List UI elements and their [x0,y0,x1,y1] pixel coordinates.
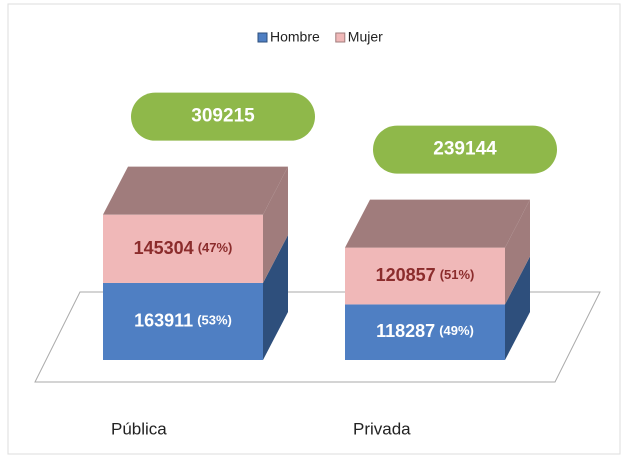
legend-swatch [335,32,346,43]
bar [103,214,263,283]
data-label: 118287 (49%) [376,321,474,341]
data-label: 145304 (47%) [134,238,233,258]
data-label-percent: (49%) [439,324,474,339]
bar-top [103,166,288,215]
legend-swatch [257,32,268,43]
bar-top [345,199,530,248]
bar [345,304,505,360]
bar-side [505,256,530,360]
legend-label: Hombre [270,29,320,45]
data-label-value: 163911 [134,310,193,330]
total-label: 309215 [191,106,255,127]
data-label-percent: (53%) [197,313,232,328]
bar [103,282,263,360]
bar [345,247,505,305]
bar-side [505,199,530,305]
data-label: 120857 (51%) [376,265,475,285]
total-badge [131,92,315,141]
total-label: 239144 [433,139,497,160]
legend-label: Mujer [348,29,383,45]
x-tick-label: Privada [353,419,411,438]
bar-side [263,234,288,360]
data-label-value: 145304 [134,238,194,258]
data-label-percent: (51%) [440,267,475,282]
bar-side [263,166,288,283]
data-label-percent: (47%) [198,240,233,255]
data-label-value: 118287 [376,321,435,341]
data-label: 163911 (53%) [134,310,232,330]
x-tick-label: Pública [111,419,167,438]
total-badge [373,125,557,174]
data-label-value: 120857 [376,265,436,285]
